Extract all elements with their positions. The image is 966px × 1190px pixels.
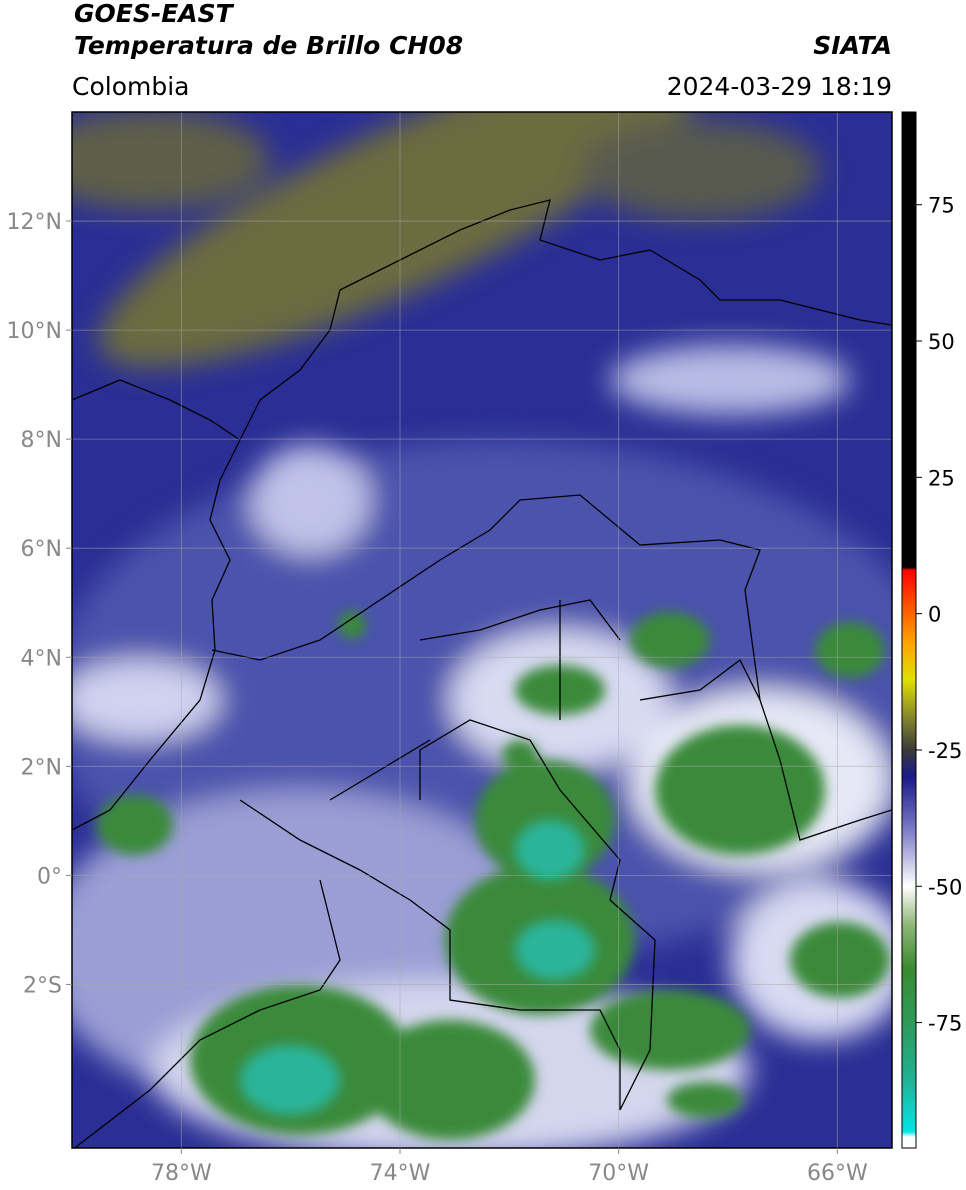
lon-tick-label: 74°W	[370, 1161, 431, 1186]
satellite-image	[72, 112, 892, 1148]
lat-tick-label: 6°N	[21, 537, 62, 562]
lat-tick-label: 2°S	[23, 973, 62, 998]
title: GOES-EAST	[74, 0, 235, 28]
colorbar-tick-label: -25	[928, 739, 962, 763]
graticule	[72, 112, 892, 1148]
lon-tick-label: 70°W	[588, 1161, 649, 1186]
lon-tick-label: 66°W	[807, 1161, 868, 1186]
lat-tick-label: 12°N	[7, 210, 62, 235]
lon-tick-label: 78°W	[151, 1161, 212, 1186]
lat-tick-label: 10°N	[7, 319, 62, 344]
colorbar	[901, 111, 917, 1149]
colorbar-tick-label: -50	[928, 875, 962, 899]
lat-tick-label: 8°N	[21, 428, 62, 453]
timestamp: 2024-03-29 18:19	[667, 72, 892, 101]
colorbar-tick-label: 0	[928, 603, 941, 627]
colorbar-tick-label: 50	[928, 330, 955, 354]
region: Colombia	[72, 72, 189, 101]
lat-tick-label: 0°	[37, 864, 62, 889]
colorbar-tick-label: 75	[928, 194, 955, 218]
subtitle: Temperatura de Brillo CH08	[74, 31, 463, 60]
lat-tick-label: 2°N	[21, 755, 62, 780]
source: SIATA	[813, 31, 892, 60]
map-frame	[71, 111, 893, 1149]
colorbar-tick-label: -75	[928, 1012, 962, 1036]
colorbar-tick-label: 25	[928, 466, 955, 490]
lat-tick-label: 4°N	[21, 646, 62, 671]
